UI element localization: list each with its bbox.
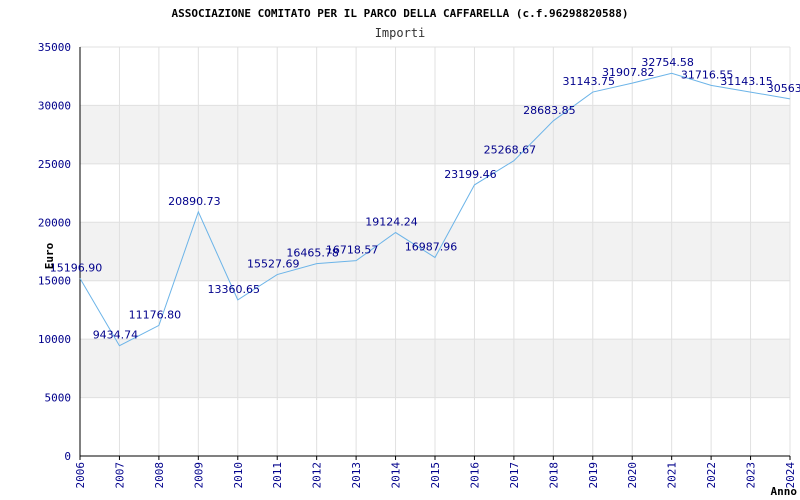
x-axis-label: Anno (771, 485, 798, 498)
x-tick-label: 2023 (745, 462, 758, 489)
x-tick-label: 2020 (626, 462, 639, 489)
y-tick-label: 0 (64, 450, 71, 463)
x-tick-label: 2009 (192, 462, 205, 489)
data-label: 19124.24 (365, 216, 418, 229)
y-axis-label: Euro (43, 242, 56, 269)
y-tick-label: 35000 (38, 41, 71, 54)
data-label: 20890.73 (168, 195, 221, 208)
data-label: 13360.65 (208, 283, 261, 296)
x-tick-label: 2021 (666, 462, 679, 489)
gridlines (80, 46, 791, 456)
data-label: 32754.58 (641, 56, 694, 69)
data-label: 31143.75 (563, 75, 616, 88)
chart-subtitle: Importi (375, 26, 426, 40)
x-tick-label: 2007 (113, 462, 126, 489)
y-tick-label: 10000 (38, 333, 71, 346)
x-tick-label: 2022 (705, 462, 718, 489)
x-tick-label: 2018 (547, 462, 560, 489)
x-tick-label: 2024 (784, 462, 797, 489)
data-label: 28683.85 (523, 104, 576, 117)
data-label: 23199.46 (444, 168, 497, 181)
data-label: 16465.78 (286, 247, 339, 260)
series-line (79, 72, 791, 347)
series-layer (79, 72, 791, 347)
y-tick-label: 20000 (38, 216, 71, 229)
data-label: 11176.80 (129, 308, 182, 321)
x-tick-label: 2015 (429, 462, 442, 489)
data-label: 31907.82 (602, 66, 655, 79)
x-axis-ticks: 2006 2007 2008 2009 2010 2011 2012 2013 2014 2015… (74, 456, 797, 489)
x-tick-label: 2012 (311, 462, 324, 489)
chart-title: ASSOCIAZIONE COMITATO PER IL PARCO DELLA… (172, 7, 629, 20)
data-label: 16718.57 (326, 244, 379, 257)
y-axis-ticks: 0 5000 10000 15000 20000 25000 30000 35000 (38, 41, 71, 463)
x-tick-label: 2008 (153, 462, 166, 489)
y-tick-label: 30000 (38, 99, 71, 112)
y-tick-label: 25000 (38, 158, 71, 171)
x-tick-label: 2006 (74, 462, 87, 489)
data-label: 15527.69 (247, 258, 300, 271)
data-labels: 15196.90 9434.74 11176.80 20890.73 13360.65 1… (50, 56, 800, 342)
y-tick-label: 15000 (38, 275, 71, 288)
x-tick-label: 2017 (508, 462, 521, 489)
y-tick-label: 5000 (45, 392, 72, 405)
x-tick-label: 2011 (271, 462, 284, 489)
data-label: 31716.55 (681, 68, 734, 81)
x-tick-label: 2010 (232, 462, 245, 489)
data-label: 25268.67 (484, 144, 537, 157)
x-tick-label: 2016 (468, 462, 481, 489)
data-label: 31143.15 (720, 75, 773, 88)
data-label: 16987.96 (405, 240, 458, 253)
x-tick-label: 2014 (390, 462, 403, 489)
data-label: 15196.90 (50, 261, 103, 274)
data-label: 9434.74 (93, 329, 139, 342)
x-tick-label: 2013 (350, 462, 363, 489)
data-label: 30563. (767, 82, 800, 95)
x-tick-label: 2019 (587, 462, 600, 489)
